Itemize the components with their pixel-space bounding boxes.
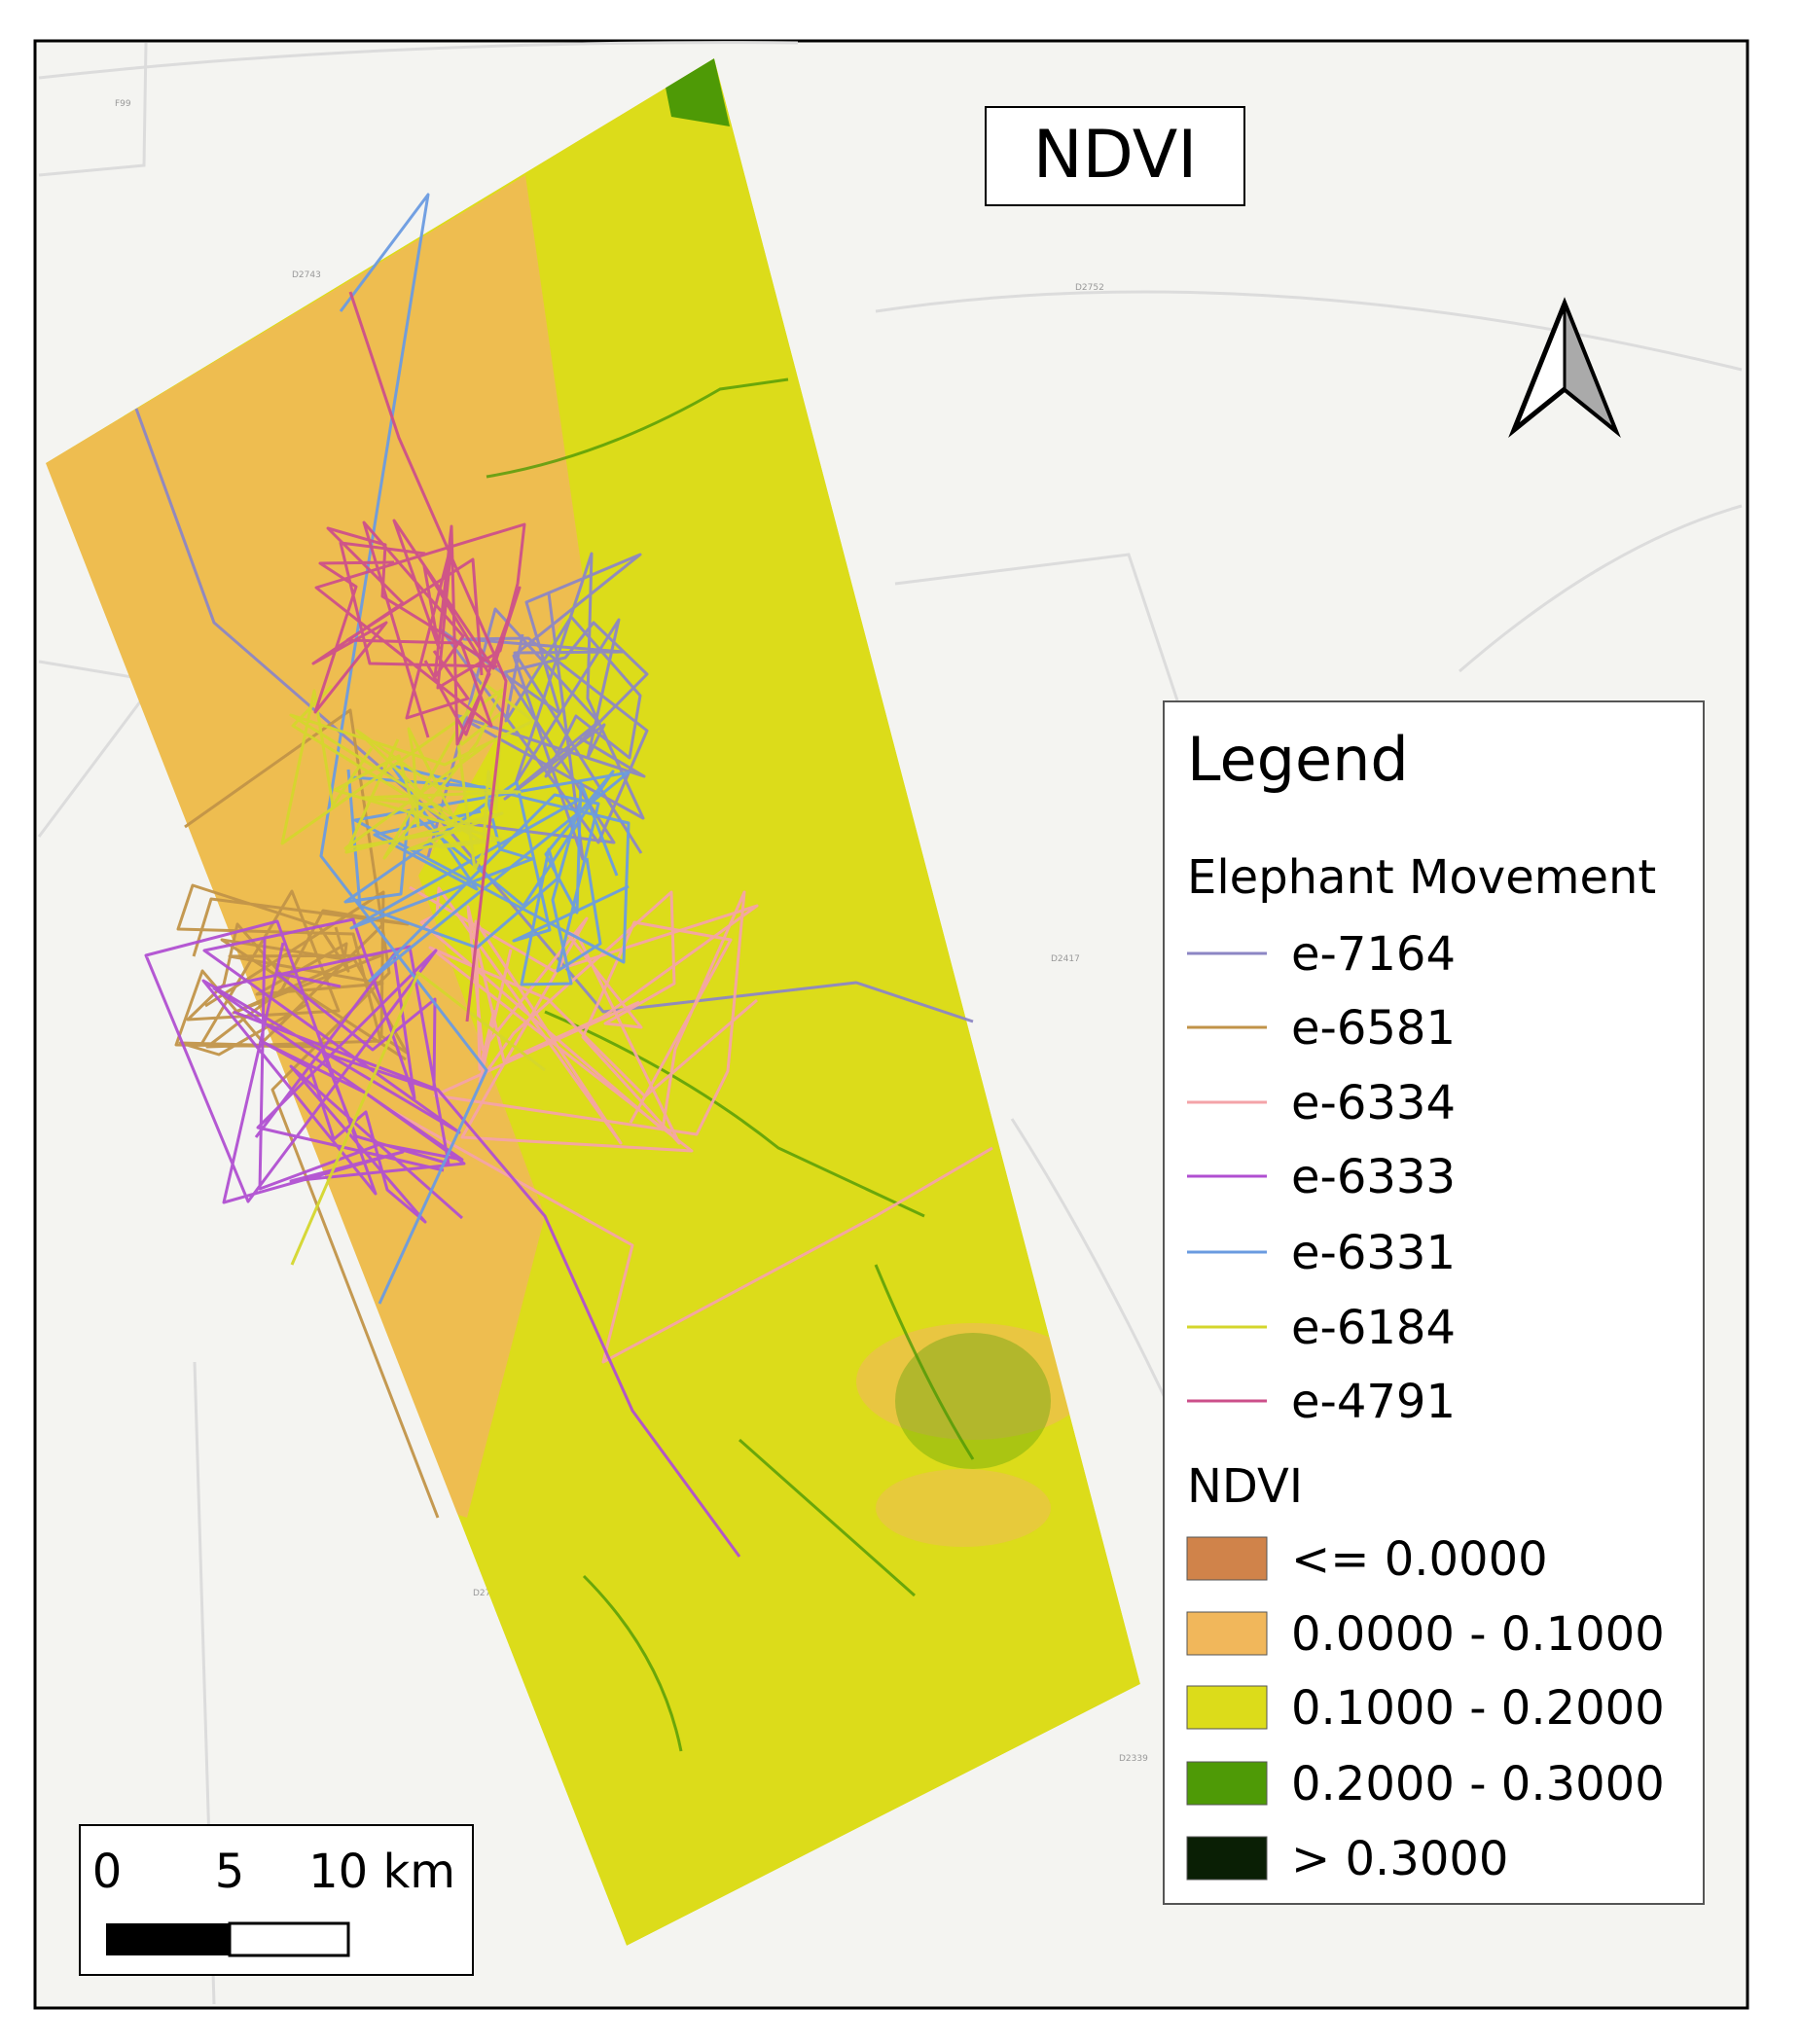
road-label: D2712 xyxy=(473,1589,502,1598)
scale-bar-black xyxy=(106,1923,230,1955)
legend-group-title: NDVI xyxy=(1187,1459,1303,1514)
road-label: D2339 xyxy=(1119,1754,1148,1764)
legend-label: 0.2000 - 0.3000 xyxy=(1291,1757,1665,1811)
track xyxy=(144,917,741,1558)
legend-label: 0.0000 - 0.1000 xyxy=(1291,1607,1665,1662)
track xyxy=(311,291,526,1022)
legend-title: Legend xyxy=(1187,724,1409,795)
legend-swatch xyxy=(1186,1685,1268,1730)
track xyxy=(280,681,546,1266)
scale-label: 5 xyxy=(215,1845,245,1899)
legend-swatch xyxy=(1186,1761,1268,1806)
legend-swatch xyxy=(1186,1611,1268,1656)
legend-label: e-6334 xyxy=(1291,1076,1456,1130)
track xyxy=(319,193,630,1305)
north-arrow xyxy=(1508,297,1621,438)
legend-swatch xyxy=(1186,1836,1268,1881)
legend-label: e-7164 xyxy=(1291,927,1456,982)
ndvi-raster xyxy=(46,58,1140,1946)
legend-label: e-6581 xyxy=(1291,1001,1456,1056)
road-label: D2743 xyxy=(292,270,321,280)
legend-label: 0.1000 - 0.2000 xyxy=(1291,1681,1665,1736)
road-label: D2752 xyxy=(1075,283,1104,293)
legend-group-title: Elephant Movement xyxy=(1187,850,1656,905)
legend-label: > 0.3000 xyxy=(1291,1832,1508,1886)
map-title: NDVI xyxy=(1033,117,1198,194)
tracks xyxy=(134,193,993,1558)
legend-label: e-6331 xyxy=(1291,1226,1456,1280)
legend-label: <= 0.0000 xyxy=(1291,1532,1548,1587)
scale-label: 0 xyxy=(92,1845,123,1899)
road-label: D2417 xyxy=(1051,954,1080,964)
road-label: F99 xyxy=(115,99,131,109)
legend-swatch xyxy=(1186,1536,1268,1581)
track xyxy=(388,885,993,1364)
track xyxy=(134,408,974,1023)
scale-label: 10 km xyxy=(308,1845,455,1899)
legend-label: e-6184 xyxy=(1291,1301,1456,1355)
title-box xyxy=(985,106,1245,206)
scale-bar-white xyxy=(228,1921,350,1957)
legend-label: e-6333 xyxy=(1291,1150,1456,1204)
legend-label: e-4791 xyxy=(1291,1375,1456,1429)
